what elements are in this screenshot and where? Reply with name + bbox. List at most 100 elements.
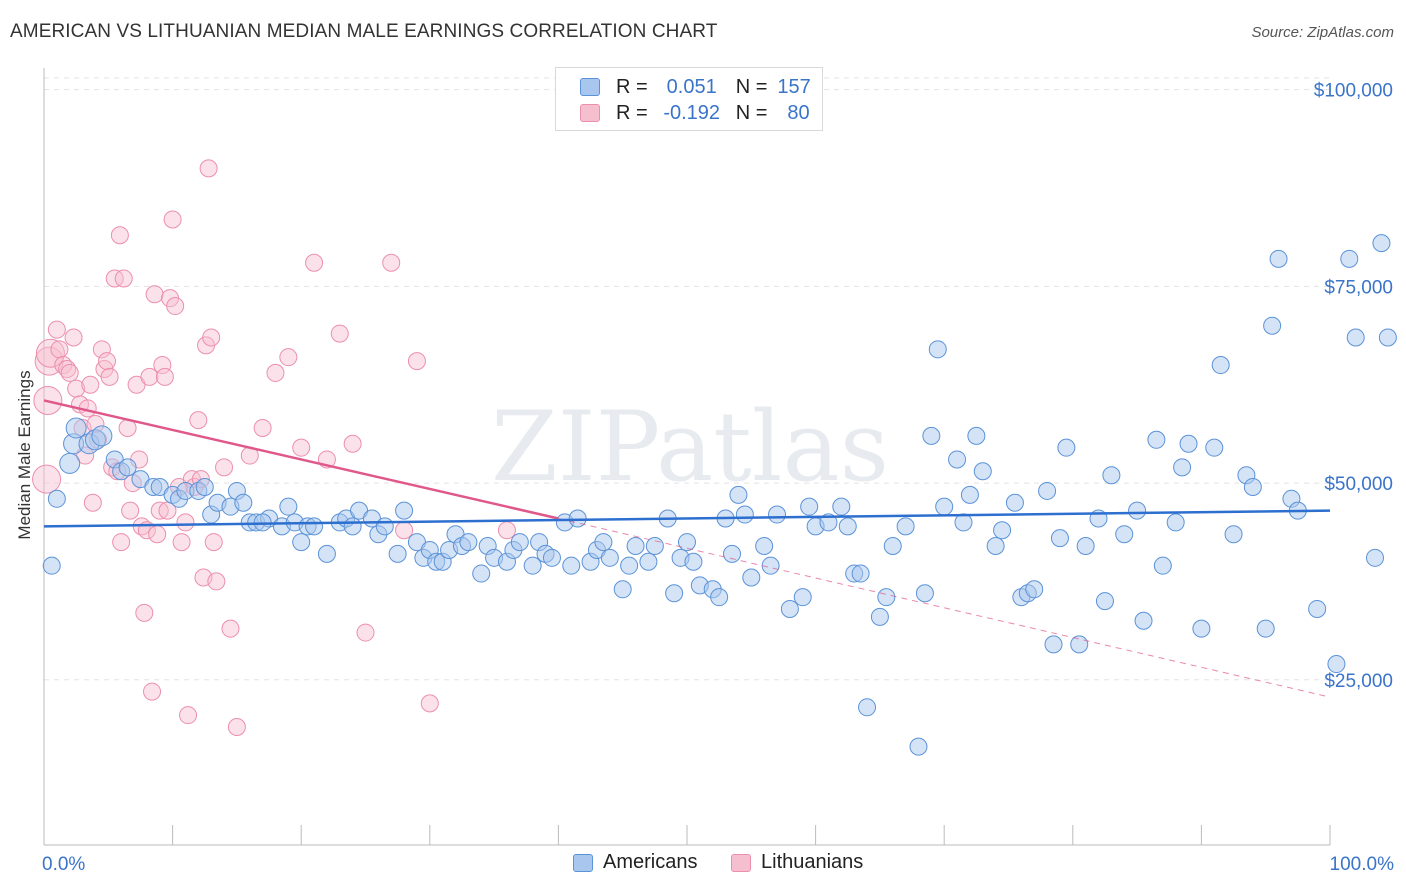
american-point	[65, 417, 87, 439]
american-point	[851, 564, 870, 583]
n-label: N =	[735, 101, 768, 124]
lithuanian-point	[112, 533, 131, 552]
american-point	[562, 556, 581, 575]
x-tick-label: 0.0%	[42, 854, 85, 875]
y-tick-label: $25,000	[1324, 671, 1393, 692]
american-point	[1128, 501, 1147, 520]
lithuanian-point	[330, 324, 349, 343]
lithuanian-point	[189, 411, 208, 430]
lithuanians-swatch	[580, 104, 600, 122]
american-point	[510, 533, 529, 552]
american-point	[1263, 316, 1282, 335]
american-point	[1256, 619, 1275, 638]
american-point	[1378, 328, 1397, 347]
lithuanians-swatch	[731, 853, 751, 872]
lithuanian-point	[199, 159, 218, 178]
lithuanian-point	[395, 521, 414, 540]
american-point	[600, 548, 619, 567]
american-point	[858, 698, 877, 717]
american-point	[1153, 556, 1172, 575]
r-label: R =	[616, 75, 648, 98]
american-point	[343, 517, 362, 536]
lithuanian-point	[105, 269, 124, 288]
lithuanian-point	[153, 356, 172, 375]
lithuanian-point	[207, 572, 226, 591]
american-point	[948, 450, 967, 469]
american-point	[678, 533, 696, 552]
american-point	[1366, 548, 1385, 567]
american-point	[935, 497, 954, 516]
american-point	[870, 607, 889, 626]
lithuanian-point	[35, 338, 65, 368]
lithuanian-point	[204, 533, 223, 552]
lithuanian-point	[110, 226, 129, 245]
lithuanian-point	[32, 464, 62, 494]
lithuanian-point	[81, 375, 100, 394]
source-label: Source: ZipAtlas.com	[1251, 24, 1394, 41]
lithuanian-point	[497, 521, 516, 540]
american-point	[1340, 249, 1359, 268]
lithuanian-point	[279, 348, 298, 367]
legend-item-lithuanians: Lithuanians	[731, 851, 863, 874]
lithuanian-point	[47, 320, 66, 339]
correlation-legend: R = 0.051 N = 157 R = -0.192 N = 80	[555, 67, 823, 131]
y-axis-label: Median Male Earnings	[15, 370, 34, 539]
american-point	[91, 425, 113, 447]
american-point	[195, 478, 214, 497]
american-point	[780, 599, 799, 618]
american-point	[305, 517, 324, 536]
american-point	[768, 505, 787, 524]
american-point	[118, 458, 137, 477]
y-tick-label: $100,000	[1314, 81, 1393, 102]
lithuanian-point	[143, 682, 162, 701]
american-point	[234, 493, 253, 512]
american-point	[1095, 592, 1114, 611]
american-point	[793, 588, 812, 607]
lithuanian-point	[60, 363, 79, 382]
chart-title: AMERICAN VS LITHUANIAN MEDIAN MALE EARNI…	[10, 21, 718, 42]
n-label: N =	[735, 75, 768, 98]
american-point	[838, 517, 857, 536]
r-value: 0.051	[666, 75, 717, 98]
lithuanian-point	[420, 694, 439, 713]
american-point	[1134, 611, 1153, 630]
lithuanian-point	[266, 363, 285, 382]
american-point	[459, 533, 478, 552]
american-point	[1179, 434, 1198, 453]
american-point	[1038, 481, 1057, 500]
american-point	[973, 462, 992, 481]
americans-swatch	[580, 78, 600, 96]
american-point	[928, 340, 947, 359]
american-point	[755, 537, 774, 556]
lithuanian-point	[253, 418, 272, 437]
american-point	[1243, 478, 1262, 497]
american-point	[1115, 525, 1134, 544]
watermark: ZIPatlas	[491, 391, 889, 503]
series-legend: Americans Lithuanians	[0, 851, 1406, 877]
american-point	[729, 485, 748, 504]
american-point	[645, 537, 664, 556]
american-point	[922, 426, 941, 445]
american-point	[1192, 619, 1211, 638]
american-point	[1147, 430, 1166, 449]
american-point	[542, 548, 561, 567]
american-point	[954, 513, 973, 532]
american-point	[1025, 580, 1044, 599]
lithuanian-point	[50, 340, 69, 359]
american-point	[896, 517, 915, 536]
american-point	[279, 497, 298, 516]
lithuanian-point	[155, 367, 174, 386]
americans-points	[42, 234, 1397, 756]
lithuanian-point	[114, 269, 133, 288]
american-point	[800, 497, 819, 516]
lithuanian-point	[163, 210, 182, 229]
american-point	[1070, 635, 1089, 654]
lithuanian-point	[98, 352, 117, 371]
american-point	[1224, 525, 1243, 544]
american-point	[832, 497, 851, 516]
lithuanian-point	[215, 458, 234, 477]
american-point	[317, 544, 336, 563]
american-point	[723, 544, 742, 563]
americans-trend-line	[43, 509, 1331, 528]
n-value: 80	[787, 101, 810, 124]
